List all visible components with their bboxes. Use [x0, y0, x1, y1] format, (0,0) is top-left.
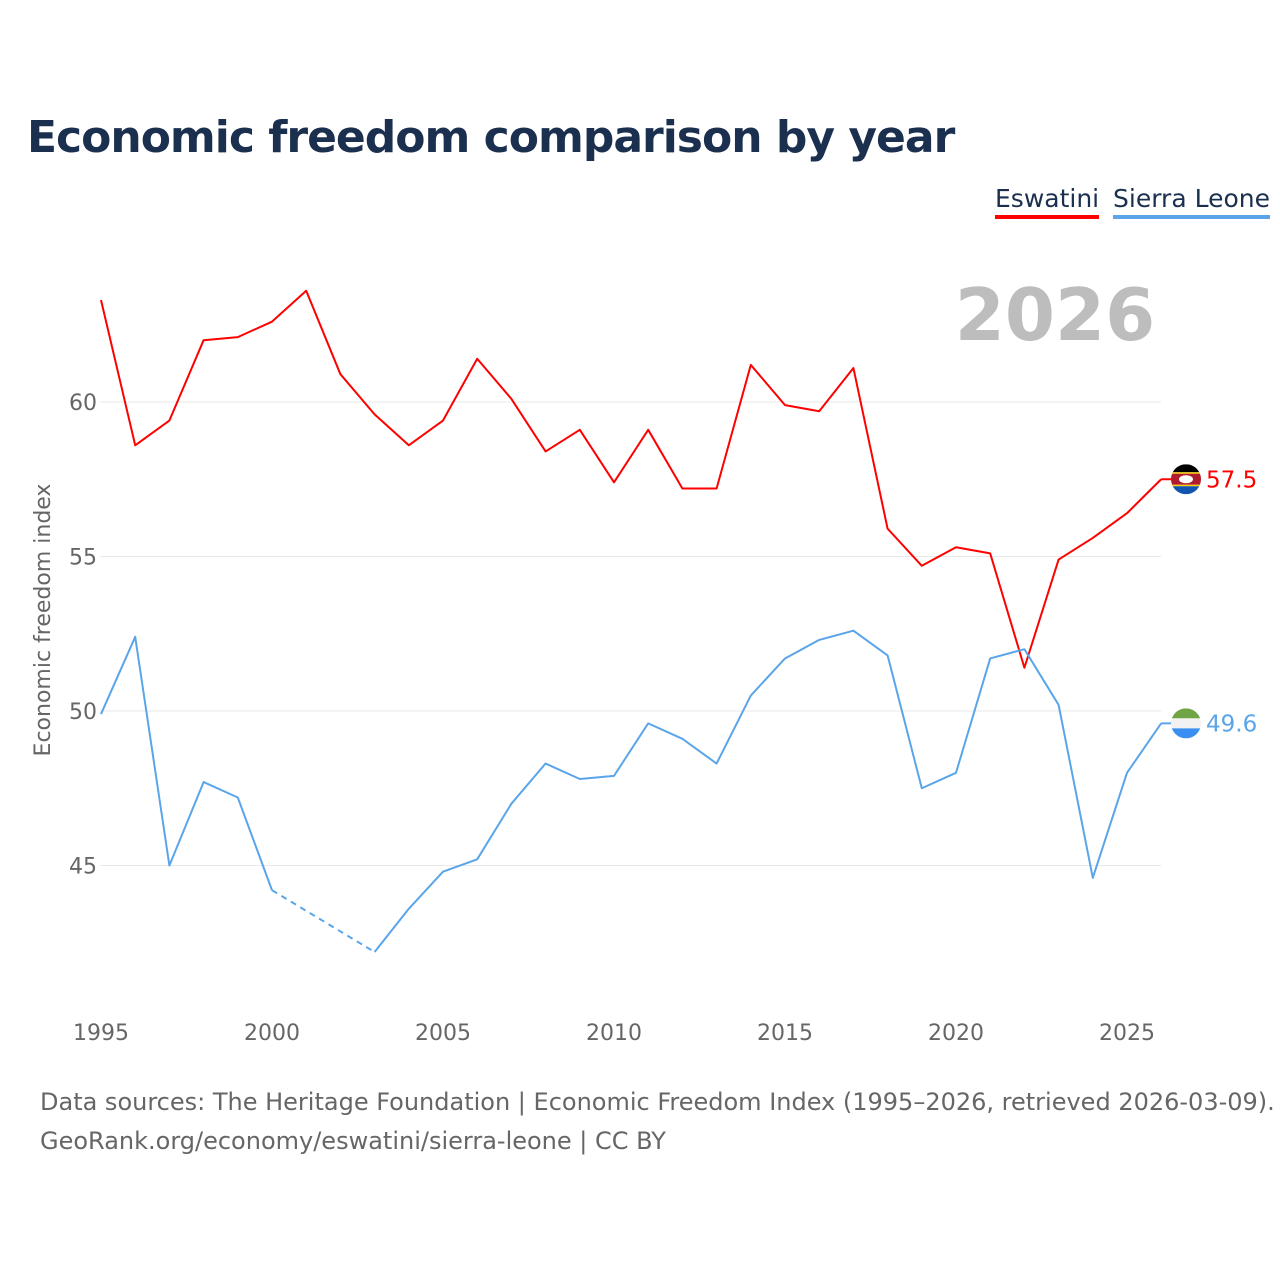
eswatini-flag-icon	[1171, 464, 1201, 495]
legend-eswatini[interactable]: Eswatini	[995, 184, 1100, 219]
x-tick-label: 2005	[415, 1021, 471, 1046]
gap-line	[271, 889, 376, 953]
y-tick-label: 60	[69, 391, 97, 416]
series-line-sierra-leone	[373, 629, 1163, 953]
chart-title: Economic freedom comparison by year	[27, 112, 955, 163]
y-axis-label: Economic freedom index	[31, 484, 56, 757]
y-tick-label: 45	[69, 855, 97, 880]
series-line-eswatini	[100, 289, 1162, 669]
y-tick-label: 55	[69, 546, 97, 571]
legend-sierra-leone[interactable]: Sierra Leone	[1113, 184, 1270, 219]
sierra-leone-flag-icon	[1171, 708, 1201, 739]
end-value-label: 49.6	[1206, 711, 1257, 737]
source-line-1: Data sources: The Heritage Foundation | …	[40, 1088, 1275, 1116]
x-tick-label: 2020	[928, 1021, 984, 1046]
end-value-label: 57.5	[1206, 467, 1257, 493]
x-tick-label: 2000	[244, 1021, 300, 1046]
x-tick-label: 2025	[1099, 1021, 1155, 1046]
year-watermark: 2026	[955, 273, 1155, 357]
x-tick-label: 2015	[757, 1021, 813, 1046]
source-line-2: GeoRank.org/economy/eswatini/sierra-leon…	[40, 1127, 666, 1155]
x-tick-label: 1995	[73, 1021, 129, 1046]
y-tick-label: 50	[69, 700, 97, 725]
series-line-sierra-leone	[100, 635, 273, 891]
x-tick-label: 2010	[586, 1021, 642, 1046]
